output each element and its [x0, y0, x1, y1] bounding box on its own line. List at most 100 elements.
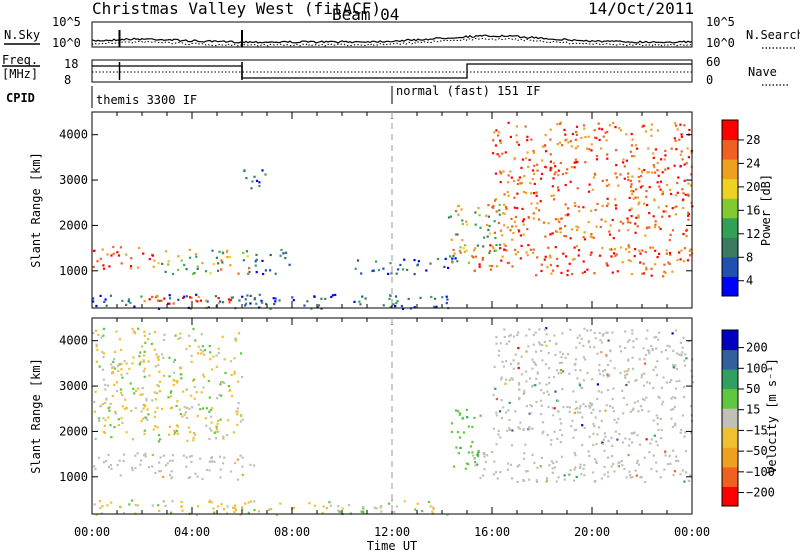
echo-cell — [541, 145, 544, 148]
echo-cell — [506, 468, 509, 471]
nave-tick-bottom: 0 — [706, 73, 713, 87]
echo-cell — [564, 214, 567, 217]
echo-cell — [548, 367, 551, 370]
echo-cell — [610, 248, 613, 251]
colorbar-tick-label: 12 — [746, 227, 760, 241]
echo-cell — [596, 202, 599, 205]
echo-cell — [588, 454, 591, 457]
echo-cell — [570, 425, 573, 428]
echo-cell — [196, 414, 199, 418]
echo-cell — [245, 177, 248, 180]
echo-cell — [632, 190, 635, 193]
echo-cell — [611, 271, 614, 274]
echo-cell — [665, 205, 668, 208]
echo-cell — [515, 225, 518, 228]
echo-cell — [460, 208, 463, 211]
echo-cell — [614, 430, 617, 433]
echo-cell — [211, 368, 214, 371]
echo-cell — [654, 171, 657, 174]
echo-cell — [495, 336, 498, 339]
echo-cell — [152, 265, 155, 268]
echo-cell — [221, 251, 224, 254]
echo-cell — [129, 301, 132, 304]
echo-cell — [569, 328, 572, 331]
echo-cell — [210, 457, 213, 460]
echo-cell — [523, 391, 526, 394]
echo-cell — [590, 235, 594, 239]
echo-cell — [513, 179, 516, 183]
echo-cell — [182, 454, 185, 457]
echo-cell — [560, 361, 563, 364]
echo-cell — [581, 424, 584, 427]
echo-cell — [511, 238, 514, 241]
echo-cell — [132, 387, 135, 390]
x-tick-label: 12:00 — [374, 525, 410, 539]
echo-cell — [525, 350, 528, 353]
echo-cell — [200, 391, 203, 394]
echo-cell — [217, 302, 220, 305]
echo-cell — [582, 260, 585, 263]
velocity-colorbar-label: Velocity [m s⁻¹] — [765, 358, 779, 474]
echo-cell — [588, 340, 591, 343]
echo-cell — [507, 409, 510, 412]
echo-cell — [645, 337, 648, 340]
echo-cell — [644, 481, 647, 484]
echo-cell — [467, 463, 470, 466]
echo-cell — [641, 170, 644, 173]
echo-cell — [523, 389, 526, 392]
echo-cell — [495, 414, 498, 417]
echo-cell — [228, 389, 231, 392]
echo-cell — [675, 367, 679, 371]
echo-cell — [664, 454, 667, 457]
echo-cell — [109, 424, 112, 427]
echo-cell — [196, 300, 199, 303]
echo-cell — [560, 372, 563, 375]
echo-cell — [364, 297, 367, 300]
echo-cell — [279, 254, 282, 257]
echo-cell — [638, 443, 642, 446]
echo-cell — [232, 506, 235, 509]
echo-cell — [201, 477, 204, 480]
echo-cell — [169, 407, 172, 410]
echo-cell — [337, 509, 340, 512]
echo-cell — [105, 397, 108, 400]
echo-cell — [456, 431, 460, 434]
echo-cell — [272, 297, 275, 300]
echo-cell — [429, 262, 432, 265]
echo-cell — [496, 265, 499, 268]
echo-cell — [131, 499, 134, 502]
echo-cell — [655, 440, 658, 443]
echo-cell — [600, 147, 603, 150]
nave-label: Nave — [748, 65, 777, 79]
echo-cell — [628, 196, 631, 199]
echo-cell — [524, 470, 528, 473]
echo-cell — [108, 265, 111, 268]
echo-cell — [518, 427, 521, 430]
echo-cell — [682, 206, 685, 209]
echo-cell — [176, 381, 179, 384]
echo-cell — [219, 418, 222, 421]
echo-cell — [493, 131, 496, 134]
echo-cell — [249, 302, 252, 305]
echo-cell — [227, 298, 231, 301]
echo-cell — [489, 268, 492, 271]
echo-cell — [241, 465, 244, 468]
echo-cell — [482, 245, 485, 248]
echo-cell — [112, 366, 115, 369]
echo-cell — [606, 197, 609, 200]
echo-cell — [517, 382, 520, 385]
echo-cell — [161, 407, 164, 410]
echo-cell — [665, 183, 669, 186]
echo-cell — [635, 188, 638, 191]
echo-cell — [583, 426, 586, 429]
echo-cell — [570, 145, 573, 148]
echo-cell — [574, 204, 577, 207]
echo-cell — [155, 353, 158, 356]
echo-cell — [474, 255, 477, 258]
echo-cell — [523, 175, 526, 178]
echo-cell — [658, 185, 661, 188]
colorbar-tick-label: 200 — [746, 341, 768, 355]
echo-cell — [544, 134, 547, 137]
echo-cell — [650, 468, 653, 471]
echo-cell — [606, 375, 609, 378]
